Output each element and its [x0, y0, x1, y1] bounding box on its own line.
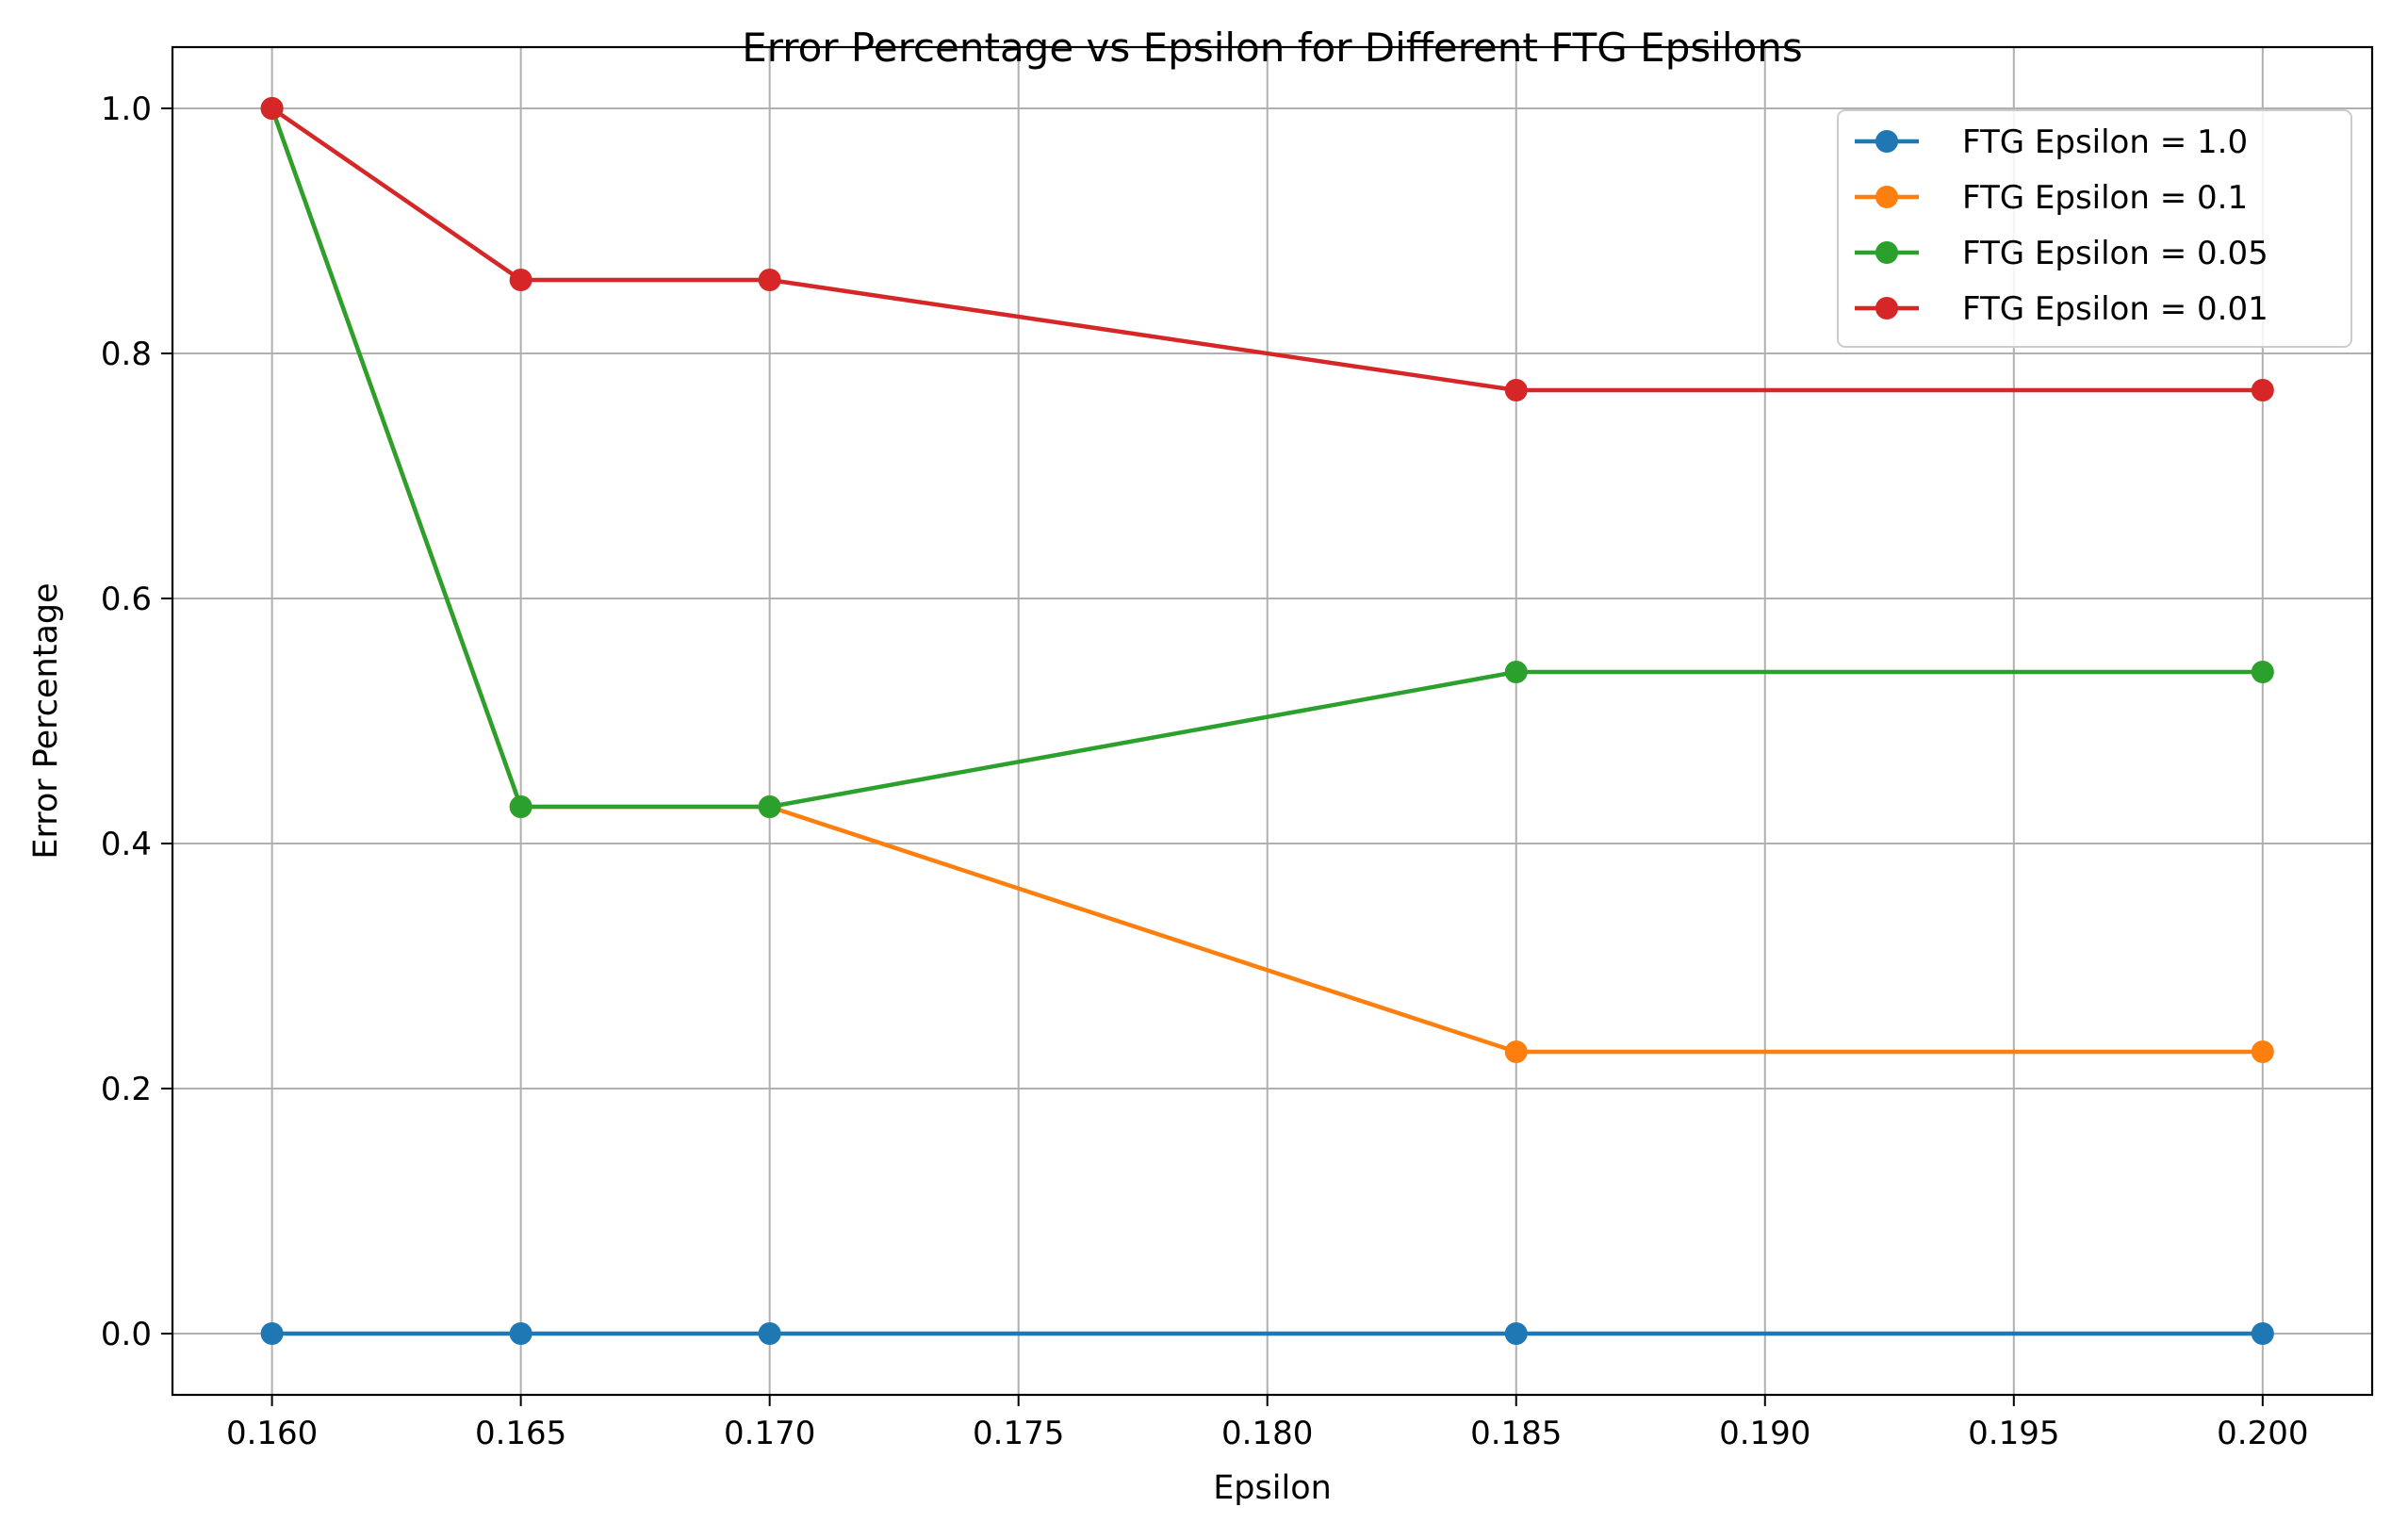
chart-title: Error Percentage vs Epsilon for Differen…	[742, 25, 1803, 71]
axis-ticks: 0.160 0.165 0.170 0.175 0.180 0.185 0.190 0.195…	[101, 90, 2309, 1452]
x-tick-label: 0.200	[2217, 1415, 2308, 1452]
data-point	[1504, 1322, 1528, 1345]
data-point	[758, 1322, 781, 1345]
legend-marker	[1875, 241, 1898, 264]
x-tick-label: 0.190	[1719, 1415, 1810, 1452]
x-tick-label: 0.180	[1221, 1415, 1313, 1452]
series-4	[260, 97, 2274, 401]
x-tick-label: 0.165	[475, 1415, 566, 1452]
legend-box	[1837, 109, 2352, 348]
legend-item: FTG Epsilon = 0.1	[1855, 179, 2248, 217]
x-tick-label: 0.175	[973, 1415, 1064, 1452]
y-tick-label: 1.0	[101, 90, 152, 128]
data-point	[509, 1322, 532, 1345]
legend-label: FTG Epsilon = 0.1	[1962, 179, 2248, 217]
legend-marker	[1875, 130, 1898, 153]
legend: FTG Epsilon = 1.0 FTG Epsilon = 0.1 FTG Ep…	[1837, 109, 2352, 348]
y-tick-label: 0.6	[101, 581, 152, 618]
legend-label: FTG Epsilon = 1.0	[1962, 123, 2248, 161]
legend-item: FTG Epsilon = 0.05	[1855, 235, 2268, 272]
data-point	[758, 269, 781, 291]
data-point	[2251, 1322, 2274, 1345]
data-point	[260, 97, 284, 120]
legend-label: FTG Epsilon = 0.01	[1962, 290, 2268, 328]
legend-marker	[1875, 297, 1898, 319]
x-axis-title: Epsilon	[1213, 1469, 1332, 1507]
legend-marker	[1875, 186, 1898, 208]
data-series	[260, 97, 2274, 1345]
data-point	[1504, 1040, 1528, 1063]
data-point	[2251, 661, 2274, 683]
legend-item: FTG Epsilon = 0.01	[1855, 290, 2268, 328]
legend-item: FTG Epsilon = 1.0	[1855, 123, 2248, 161]
x-tick-label: 0.185	[1470, 1415, 1562, 1452]
y-tick-label: 0.4	[101, 826, 152, 863]
x-tick-label: 0.170	[724, 1415, 815, 1452]
data-point	[260, 1322, 284, 1345]
plot-frame	[171, 45, 2374, 1397]
data-point	[2251, 1040, 2274, 1063]
y-tick-label: 0.8	[101, 336, 152, 373]
legend-label: FTG Epsilon = 0.05	[1962, 235, 2268, 272]
y-axis-title: Error Percentage	[27, 582, 65, 859]
data-point	[758, 795, 781, 818]
data-point	[2251, 379, 2274, 401]
x-tick-label: 0.195	[1968, 1415, 2059, 1452]
data-point	[1504, 661, 1528, 683]
data-point	[509, 269, 532, 291]
x-tick-label: 0.160	[226, 1415, 318, 1452]
y-tick-label: 0.2	[101, 1071, 152, 1108]
data-point	[1504, 379, 1528, 401]
data-point	[509, 795, 532, 818]
y-tick-label: 0.0	[101, 1316, 152, 1353]
series-1	[260, 1322, 2274, 1345]
